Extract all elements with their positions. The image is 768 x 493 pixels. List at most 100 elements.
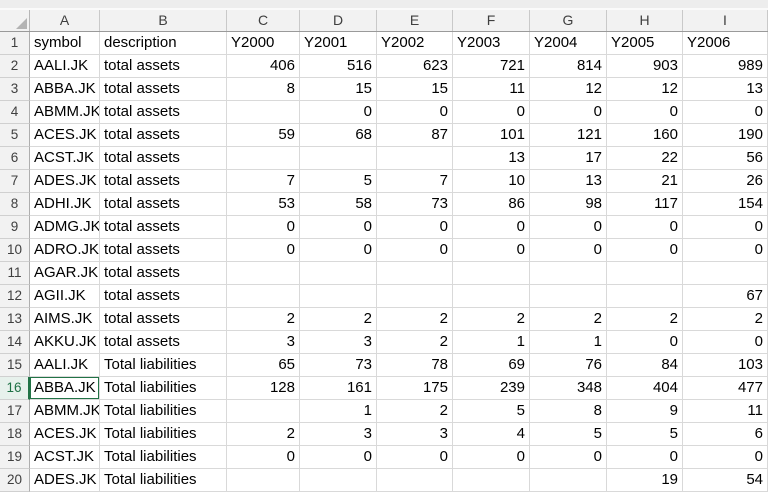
- cell-B14[interactable]: total assets: [100, 331, 227, 354]
- cell-F14[interactable]: 1: [453, 331, 530, 354]
- cell-E7[interactable]: 7: [377, 170, 453, 193]
- cell-F20[interactable]: [453, 469, 530, 492]
- cell-F15[interactable]: 69: [453, 354, 530, 377]
- row-header-8[interactable]: 8: [0, 193, 30, 216]
- cell-D9[interactable]: 0: [300, 216, 377, 239]
- cell-C12[interactable]: [227, 285, 300, 308]
- cell-F5[interactable]: 101: [453, 124, 530, 147]
- row-header-11[interactable]: 11: [0, 262, 30, 285]
- cell-G20[interactable]: [530, 469, 607, 492]
- cell-H12[interactable]: [607, 285, 683, 308]
- cell-H5[interactable]: 160: [607, 124, 683, 147]
- row-header-10[interactable]: 10: [0, 239, 30, 262]
- cell-A11[interactable]: AGAR.JK: [30, 262, 100, 285]
- cell-H18[interactable]: 5: [607, 423, 683, 446]
- cell-C19[interactable]: 0: [227, 446, 300, 469]
- cell-F2[interactable]: 721: [453, 55, 530, 78]
- cell-E11[interactable]: [377, 262, 453, 285]
- cell-H2[interactable]: 903: [607, 55, 683, 78]
- cell-B1[interactable]: description: [100, 32, 227, 55]
- column-header-I[interactable]: I: [683, 10, 768, 31]
- cell-I20[interactable]: 54: [683, 469, 768, 492]
- column-header-E[interactable]: E: [377, 10, 453, 31]
- cell-H15[interactable]: 84: [607, 354, 683, 377]
- cell-D7[interactable]: 5: [300, 170, 377, 193]
- cell-E3[interactable]: 15: [377, 78, 453, 101]
- cell-F3[interactable]: 11: [453, 78, 530, 101]
- cell-I10[interactable]: 0: [683, 239, 768, 262]
- row-header-18[interactable]: 18: [0, 423, 30, 446]
- cell-D13[interactable]: 2: [300, 308, 377, 331]
- cell-G2[interactable]: 814: [530, 55, 607, 78]
- cell-G9[interactable]: 0: [530, 216, 607, 239]
- cell-F18[interactable]: 4: [453, 423, 530, 446]
- cell-E8[interactable]: 73: [377, 193, 453, 216]
- cell-B7[interactable]: total assets: [100, 170, 227, 193]
- cell-I6[interactable]: 56: [683, 147, 768, 170]
- cell-B16[interactable]: Total liabilities: [100, 377, 227, 400]
- cell-F10[interactable]: 0: [453, 239, 530, 262]
- cell-F9[interactable]: 0: [453, 216, 530, 239]
- cell-G15[interactable]: 76: [530, 354, 607, 377]
- cell-H1[interactable]: Y2005: [607, 32, 683, 55]
- row-header-6[interactable]: 6: [0, 147, 30, 170]
- cell-D16[interactable]: 161: [300, 377, 377, 400]
- cell-A14[interactable]: AKKU.JK: [30, 331, 100, 354]
- cell-B3[interactable]: total assets: [100, 78, 227, 101]
- cell-F4[interactable]: 0: [453, 101, 530, 124]
- cell-A20[interactable]: ADES.JK: [30, 469, 100, 492]
- cell-D2[interactable]: 516: [300, 55, 377, 78]
- cell-G17[interactable]: 8: [530, 400, 607, 423]
- cell-D20[interactable]: [300, 469, 377, 492]
- cell-C17[interactable]: [227, 400, 300, 423]
- cell-B17[interactable]: Total liabilities: [100, 400, 227, 423]
- cell-B11[interactable]: total assets: [100, 262, 227, 285]
- column-header-G[interactable]: G: [530, 10, 607, 31]
- cell-H8[interactable]: 117: [607, 193, 683, 216]
- cell-C16[interactable]: 128: [227, 377, 300, 400]
- cell-I8[interactable]: 154: [683, 193, 768, 216]
- cell-A9[interactable]: ADMG.JK: [30, 216, 100, 239]
- cell-C3[interactable]: 8: [227, 78, 300, 101]
- cell-A5[interactable]: ACES.JK: [30, 124, 100, 147]
- cell-A13[interactable]: AIMS.JK: [30, 308, 100, 331]
- cell-B13[interactable]: total assets: [100, 308, 227, 331]
- cell-H10[interactable]: 0: [607, 239, 683, 262]
- cell-F7[interactable]: 10: [453, 170, 530, 193]
- cell-H6[interactable]: 22: [607, 147, 683, 170]
- cell-D18[interactable]: 3: [300, 423, 377, 446]
- cell-G3[interactable]: 12: [530, 78, 607, 101]
- cell-F6[interactable]: 13: [453, 147, 530, 170]
- cell-D10[interactable]: 0: [300, 239, 377, 262]
- cell-C7[interactable]: 7: [227, 170, 300, 193]
- cell-H7[interactable]: 21: [607, 170, 683, 193]
- cell-H19[interactable]: 0: [607, 446, 683, 469]
- cell-B4[interactable]: total assets: [100, 101, 227, 124]
- cell-E9[interactable]: 0: [377, 216, 453, 239]
- cell-G16[interactable]: 348: [530, 377, 607, 400]
- cell-F13[interactable]: 2: [453, 308, 530, 331]
- column-header-F[interactable]: F: [453, 10, 530, 31]
- cell-D1[interactable]: Y2001: [300, 32, 377, 55]
- cell-I9[interactable]: 0: [683, 216, 768, 239]
- cell-C15[interactable]: 65: [227, 354, 300, 377]
- row-header-3[interactable]: 3: [0, 78, 30, 101]
- cell-C20[interactable]: [227, 469, 300, 492]
- cell-C4[interactable]: [227, 101, 300, 124]
- row-header-2[interactable]: 2: [0, 55, 30, 78]
- cell-I11[interactable]: [683, 262, 768, 285]
- cell-F11[interactable]: [453, 262, 530, 285]
- cell-C14[interactable]: 3: [227, 331, 300, 354]
- cell-G14[interactable]: 1: [530, 331, 607, 354]
- cell-F17[interactable]: 5: [453, 400, 530, 423]
- row-header-16[interactable]: 16: [0, 377, 30, 400]
- cell-E17[interactable]: 2: [377, 400, 453, 423]
- column-header-B[interactable]: B: [100, 10, 227, 31]
- column-header-C[interactable]: C: [227, 10, 300, 31]
- cell-B8[interactable]: total assets: [100, 193, 227, 216]
- cell-C8[interactable]: 53: [227, 193, 300, 216]
- cell-I7[interactable]: 26: [683, 170, 768, 193]
- column-header-A[interactable]: A: [30, 10, 100, 31]
- cell-D17[interactable]: 1: [300, 400, 377, 423]
- cell-A18[interactable]: ACES.JK: [30, 423, 100, 446]
